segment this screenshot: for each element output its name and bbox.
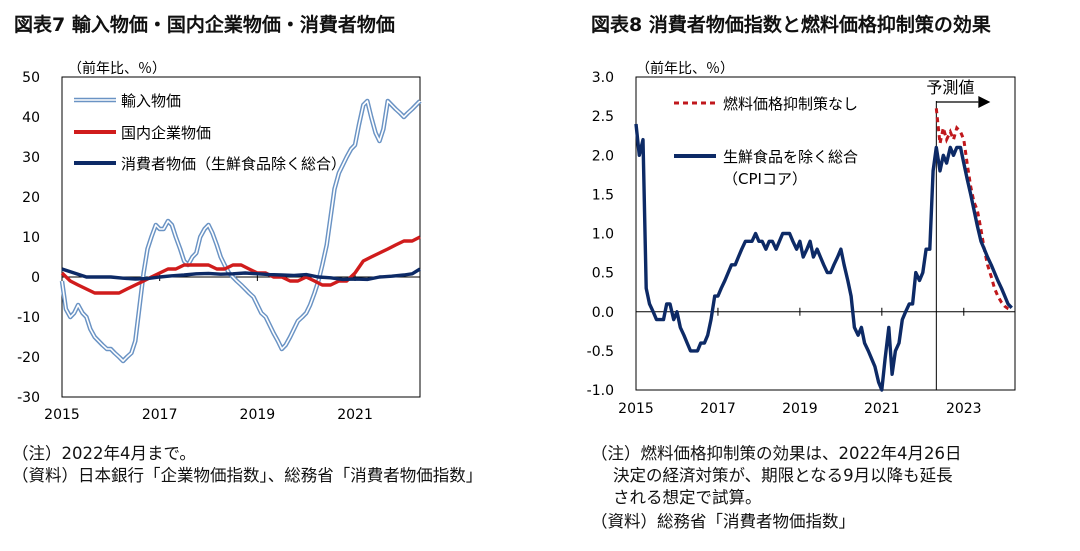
chart8-ytick-label: 0.5 <box>592 266 614 282</box>
chart7-legend-label: 消費者物価（生鮮食品除く総合） <box>121 155 346 173</box>
chart8-xtick-label: 2015 <box>618 401 654 417</box>
chart8-unit-label: （前年比、％） <box>636 60 734 77</box>
chart8-ytick-label: -0.5 <box>587 344 614 360</box>
chart7-ytick-label: -20 <box>17 350 40 366</box>
chart8-ytick-label: 0.0 <box>592 305 614 321</box>
chart8-ytick-label: 1.0 <box>592 227 614 243</box>
chart7-ytick-label: 40 <box>22 110 40 126</box>
chart8-ytick-label: 1.5 <box>592 187 614 203</box>
chart8-forecast-label: 予測値 <box>926 78 974 97</box>
chart7-series-line-1-inner <box>61 100 421 362</box>
chart8-xtick-label: 2023 <box>946 401 982 417</box>
chart7-ytick-label: -30 <box>17 390 40 406</box>
chart7-legend-label: 国内企業物価 <box>121 124 211 142</box>
chart8-legend-label: 燃料価格抑制策なし <box>723 95 858 113</box>
chart8-ytick-label: 2.5 <box>592 109 614 125</box>
chart7-source: （資料）日本銀行「企業物価指数」、総務省「消費者物価指数」 <box>12 466 483 485</box>
chart7-unit-label: （前年比、％） <box>68 60 166 77</box>
chart7-xtick-label: 2017 <box>142 407 178 423</box>
chart7-ytick-label: 50 <box>22 70 40 86</box>
chart8-source: （資料）総務省「消費者物価指数」 <box>591 512 855 531</box>
chart7-xtick-label: 2021 <box>337 407 373 423</box>
chart8-series-line-2 <box>634 123 1013 392</box>
chart8-legend-label: 生鮮食品を除く総合（CPIコア） <box>723 148 858 188</box>
chart7-series-line-1 <box>59 98 422 364</box>
chart7-title: 図表7 輸入物価・国内企業物価・消費者物価 <box>14 14 395 36</box>
chart7-series-line-2 <box>60 235 421 295</box>
chart7-xtick-label: 2019 <box>240 407 276 423</box>
chart7-legend-label: 輸入物価 <box>121 92 181 110</box>
chart7-xtick-label: 2015 <box>44 407 80 423</box>
chart8-frame <box>635 76 1016 391</box>
chart8-xtick-label: 2021 <box>864 401 900 417</box>
chart7-ytick-label: 30 <box>22 150 40 166</box>
chart7-frame <box>61 76 421 398</box>
chart8-xtick-label: 2019 <box>782 401 818 417</box>
chart7-ytick-label: 20 <box>22 190 40 206</box>
chart8-forecast-arrow-head <box>978 96 991 108</box>
chart8-ytick-label: -1.0 <box>587 383 614 399</box>
chart8-note-line2: 決定の経済対策が、期限となる9月以降も延長 <box>613 466 953 485</box>
chart7-ytick-label: 10 <box>22 230 40 246</box>
chart8-title: 図表8 消費者物価指数と燃料価格抑制策の効果 <box>591 14 991 36</box>
chart7-ytick-label: 0 <box>31 270 40 286</box>
chart7-ytick-label: -10 <box>17 310 40 326</box>
chart8-note-line1: （注）燃料価格抑制策の効果は、2022年4月26日 <box>591 444 962 463</box>
chart7-note: （注）2022年4月まで。 <box>12 444 196 463</box>
chart8-ytick-label: 3.0 <box>592 70 614 86</box>
chart8-ytick-label: 2.0 <box>592 148 614 164</box>
chart8-note-line3: される想定で試算。 <box>613 488 762 507</box>
chart7-series-line-3 <box>61 267 421 282</box>
chart8-xtick-label: 2017 <box>700 401 736 417</box>
